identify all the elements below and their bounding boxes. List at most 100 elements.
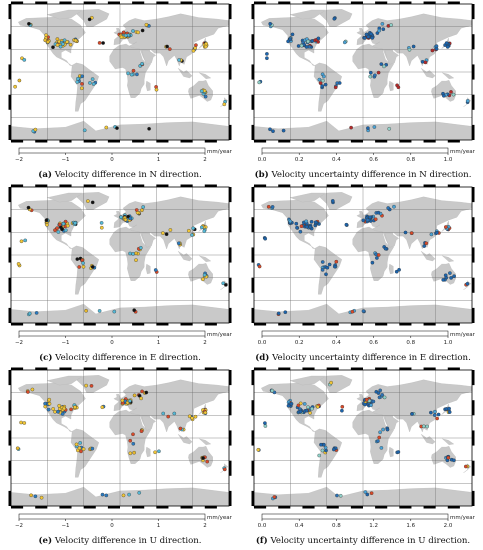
- station-marker: [376, 253, 381, 257]
- stations: [256, 199, 470, 317]
- station-marker: [378, 430, 382, 435]
- station-marker: [423, 60, 428, 65]
- landmass-9: [356, 394, 364, 401]
- frame-tick: [8, 490, 11, 506]
- landmass-13: [289, 9, 326, 20]
- frame-tick: [423, 1, 436, 4]
- landmass-9: [356, 211, 364, 218]
- station-marker: [74, 442, 79, 447]
- station-marker: [26, 205, 31, 210]
- station-marker: [379, 62, 384, 66]
- frame-tick: [11, 184, 24, 187]
- frame-tick: [326, 1, 339, 4]
- frame-tick: [229, 460, 232, 476]
- frame-tick: [251, 187, 254, 203]
- frame-tick: [302, 367, 315, 370]
- colorbar: −2 −1 0 1 2mm/year: [15, 147, 233, 163]
- frame-tick: [399, 184, 412, 187]
- station-marker: [190, 416, 194, 420]
- station-marker: [422, 244, 427, 248]
- station-marker: [430, 48, 435, 53]
- map-frame: [251, 367, 475, 509]
- station-marker: [46, 407, 51, 412]
- frame-tick: [254, 140, 267, 143]
- frame-tick: [423, 323, 436, 326]
- station-marker: [322, 442, 326, 447]
- station-marker: [263, 421, 267, 425]
- station-marker: [266, 204, 271, 209]
- station-marker: [325, 265, 330, 270]
- landmass-11: [199, 255, 212, 262]
- colorbar-tick-label: 1: [157, 523, 161, 529]
- frame-tick: [35, 1, 48, 4]
- station-marker: [87, 17, 92, 22]
- frame-tick: [399, 1, 412, 4]
- frame-tick: [326, 140, 339, 143]
- landmass-5: [388, 80, 394, 92]
- world-map: [8, 367, 232, 509]
- station-marker: [443, 273, 448, 278]
- frame-tick: [326, 506, 339, 509]
- station-marker: [136, 30, 140, 35]
- station-marker: [340, 404, 345, 409]
- station-marker: [265, 52, 269, 56]
- station-marker: [30, 387, 35, 392]
- station-marker: [88, 81, 92, 85]
- frame-tick: [180, 140, 193, 143]
- frame-tick: [204, 367, 217, 370]
- station-marker: [165, 44, 169, 49]
- landmass-2: [70, 62, 99, 112]
- landmass-13: [46, 9, 83, 20]
- landmass-1: [319, 192, 353, 210]
- station-marker: [329, 380, 333, 385]
- colorbar-unit-label: mm/year: [450, 515, 476, 521]
- station-marker: [286, 403, 291, 408]
- station-marker: [100, 405, 105, 410]
- frame-tick: [472, 490, 475, 506]
- station-marker: [387, 126, 392, 131]
- station-marker: [448, 271, 452, 275]
- station-marker: [451, 92, 456, 97]
- map-frame: [251, 184, 475, 326]
- station-marker: [295, 225, 299, 230]
- frame-tick: [326, 367, 339, 370]
- frame-tick: [11, 140, 24, 143]
- frame-tick: [132, 323, 145, 326]
- frame-tick: [447, 323, 460, 326]
- frame-tick: [11, 323, 24, 326]
- station-marker: [39, 495, 44, 500]
- landmass-2: [313, 245, 342, 295]
- landmass-5: [145, 446, 151, 458]
- landmass-2: [313, 428, 342, 478]
- station-marker: [369, 32, 374, 36]
- station-marker: [84, 308, 88, 313]
- frame-tick: [8, 124, 11, 140]
- station-marker: [344, 222, 349, 227]
- station-marker: [317, 453, 322, 458]
- station-marker: [306, 39, 310, 44]
- station-marker: [132, 450, 136, 455]
- station-marker: [75, 80, 80, 84]
- station-marker: [263, 236, 268, 241]
- graticule: [11, 370, 229, 506]
- station-marker: [27, 311, 32, 316]
- station-marker: [221, 281, 226, 286]
- station-marker: [376, 391, 381, 395]
- frame-tick: [156, 184, 169, 187]
- station-marker: [205, 459, 210, 464]
- station-marker: [331, 447, 336, 452]
- landmass-14: [141, 232, 156, 248]
- station-marker: [100, 492, 105, 497]
- station-marker: [363, 490, 368, 494]
- station-marker: [376, 210, 381, 215]
- frame-tick: [8, 277, 11, 293]
- colorbar-tick-label: 0.0: [258, 340, 267, 346]
- frame-tick: [8, 94, 11, 110]
- station-marker: [276, 311, 281, 316]
- station-marker: [378, 388, 383, 393]
- panel-caption: (b) Velocity uncertainty difference in N…: [248, 170, 478, 180]
- station-marker: [324, 272, 328, 277]
- frame-tick: [204, 506, 217, 509]
- frame-tick: [350, 1, 363, 4]
- station-marker: [131, 432, 135, 437]
